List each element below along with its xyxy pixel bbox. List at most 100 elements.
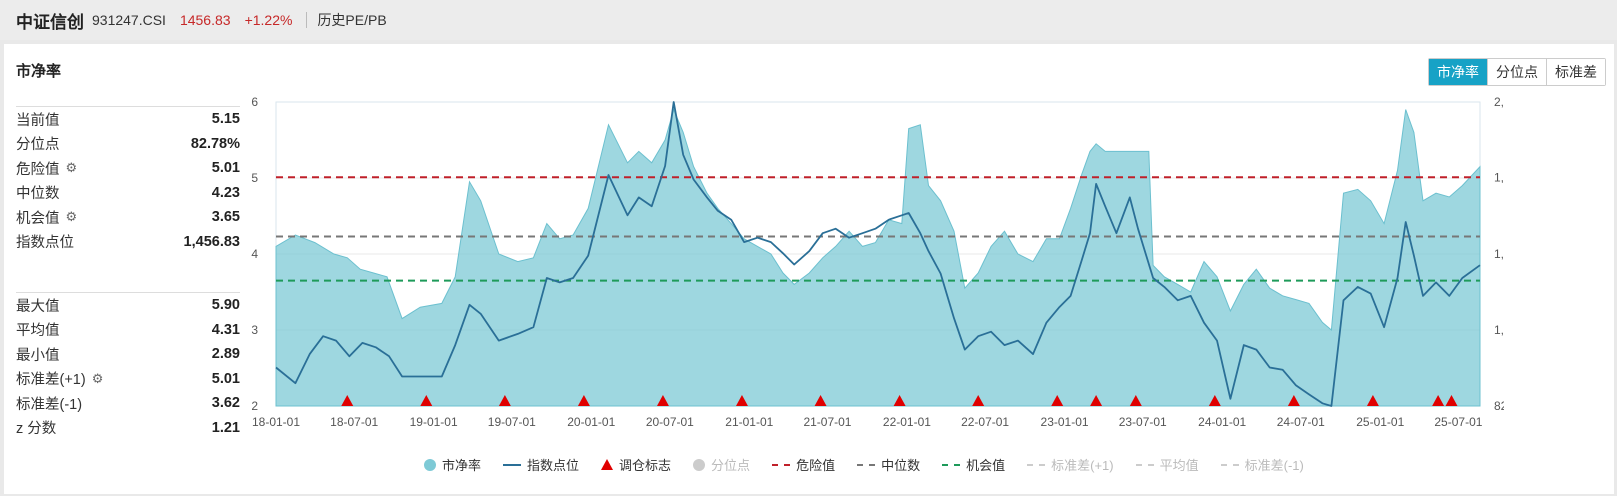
legend-label: 机会值 bbox=[966, 458, 1006, 473]
stat-row: 当前值 5.15 bbox=[16, 107, 240, 132]
x-tick-label: 23-01-01 bbox=[1041, 415, 1089, 429]
index-code: 931247.CSI bbox=[92, 12, 166, 28]
history-pe-pb-link[interactable]: 历史PE/PB bbox=[317, 12, 387, 28]
stat-value: 1,456.83 bbox=[183, 233, 240, 250]
stat-label: 指数点位 bbox=[16, 235, 74, 252]
rebalance-marker bbox=[1287, 395, 1300, 406]
rebalance-marker bbox=[814, 395, 827, 406]
rebalance-marker bbox=[1051, 395, 1064, 406]
stat-label: 最小值 bbox=[16, 347, 60, 364]
stat-label: 标准差(-1) bbox=[16, 396, 83, 413]
legend-dash-icon bbox=[857, 463, 876, 466]
legend-label: 危险值 bbox=[796, 458, 836, 473]
legend-label: 调仓标志 bbox=[619, 458, 672, 473]
card-title: 市净率 bbox=[16, 63, 62, 80]
rebalance-marker bbox=[1432, 395, 1445, 406]
chart-legend: 市净率 指数点位 调仓标志 分位点 危险值 中位数 机会值 标准差(+1) 平均值 标准差(-1) bbox=[424, 455, 1326, 474]
stat-row: 最大值 5.90 bbox=[16, 293, 240, 318]
y-left-tick-label: 3 bbox=[251, 323, 258, 337]
stat-label-wrap: 标准差(+1) ⚙ bbox=[16, 368, 103, 389]
stat-row: 中位数 4.23 bbox=[16, 181, 240, 206]
x-tick-label: 21-07-01 bbox=[803, 415, 851, 429]
y-right-tick-label: 2,186 bbox=[1494, 95, 1504, 109]
rebalance-marker bbox=[420, 395, 433, 406]
y-left-tick-label: 5 bbox=[251, 171, 258, 185]
stat-label: 平均值 bbox=[16, 323, 60, 340]
pb-area-series bbox=[275, 108, 1481, 407]
metric-tabs: 市净率 分位点 标准差 bbox=[1428, 58, 1606, 86]
x-tick-label: 19-07-01 bbox=[488, 415, 536, 429]
rebalance-marker bbox=[735, 395, 748, 406]
x-tick-label: 25-07-01 bbox=[1434, 415, 1482, 429]
x-tick-label: 22-01-01 bbox=[883, 415, 931, 429]
legend-item[interactable]: 分位点 bbox=[693, 455, 750, 474]
stat-row: 机会值 ⚙ 3.65 bbox=[16, 205, 240, 230]
rebalance-marker bbox=[577, 395, 590, 406]
legend-dash-icon bbox=[1027, 463, 1046, 466]
x-tick-label: 24-01-01 bbox=[1198, 415, 1246, 429]
stat-label: 最大值 bbox=[16, 298, 60, 315]
y-right-tick-label: 828 bbox=[1494, 399, 1504, 413]
stat-value: 3.65 bbox=[211, 209, 240, 226]
header-bar: 中证信创 931247.CSI 1456.83 +1.22% 历史PE/PB bbox=[0, 0, 1617, 40]
x-tick-label: 20-01-01 bbox=[567, 415, 615, 429]
gear-icon[interactable]: ⚙ bbox=[65, 160, 78, 176]
stats-panel-current: 当前值 5.15 分位点 82.78% 危险值 ⚙ 5.01 中位数 4.23 机… bbox=[16, 106, 240, 254]
stats-panel-distribution: 最大值 5.90 平均值 4.31 最小值 2.89 标准差(+1) ⚙ 5.01… bbox=[16, 292, 240, 440]
legend-triangle-icon bbox=[601, 459, 614, 470]
legend-label: 市净率 bbox=[442, 458, 482, 473]
legend-item[interactable]: 标准差(+1) bbox=[1027, 455, 1114, 474]
rebalance-marker bbox=[656, 395, 669, 406]
x-tick-label: 21-01-01 bbox=[725, 415, 773, 429]
rebalance-marker bbox=[893, 395, 906, 406]
legend-item[interactable]: 标准差(-1) bbox=[1220, 455, 1304, 474]
stat-value: 82.78% bbox=[190, 135, 240, 152]
rebalance-marker bbox=[341, 395, 354, 406]
y-left-tick-label: 4 bbox=[251, 247, 258, 261]
stat-value: 1.21 bbox=[211, 419, 240, 436]
rebalance-marker bbox=[1445, 395, 1458, 406]
x-tick-label: 23-07-01 bbox=[1119, 415, 1167, 429]
stat-row: 分位点 82.78% bbox=[16, 132, 240, 157]
legend-label: 分位点 bbox=[711, 458, 751, 473]
legend-item[interactable]: 平均值 bbox=[1135, 455, 1199, 474]
legend-item[interactable]: 机会值 bbox=[942, 455, 1005, 474]
legend-item[interactable]: 指数点位 bbox=[503, 455, 579, 474]
stat-value: 5.90 bbox=[211, 297, 240, 314]
stat-label: 危险值 bbox=[16, 161, 60, 178]
y-right-tick-label: 1,508 bbox=[1494, 247, 1504, 261]
stat-label: 分位点 bbox=[16, 137, 60, 154]
index-price: 1456.83 bbox=[179, 12, 231, 28]
legend-dot-icon bbox=[693, 458, 706, 471]
stat-value: 2.89 bbox=[211, 346, 240, 363]
stat-row: 标准差(+1) ⚙ 5.01 bbox=[16, 367, 240, 392]
y-left-tick-label: 2 bbox=[251, 399, 258, 413]
stat-value: 4.23 bbox=[211, 184, 240, 201]
stat-label: 中位数 bbox=[16, 186, 60, 203]
tab-pb[interactable]: 市净率 bbox=[1429, 59, 1487, 85]
legend-line-icon bbox=[503, 463, 522, 466]
stat-label-wrap: 机会值 ⚙ bbox=[16, 207, 77, 228]
stat-value: 5.01 bbox=[211, 160, 240, 177]
pb-chart[interactable]: 2 3 4 5 6 828 1,168 1,508 1,848 2,186 18-01-01 18-0… bbox=[244, 94, 1504, 444]
x-tick-label: 24-07-01 bbox=[1277, 415, 1325, 429]
gear-icon[interactable]: ⚙ bbox=[91, 370, 104, 386]
rebalance-marker bbox=[1366, 395, 1379, 406]
legend-item[interactable]: 危险值 bbox=[772, 455, 835, 474]
legend-item[interactable]: 市净率 bbox=[424, 455, 481, 474]
header-divider bbox=[306, 12, 308, 28]
stat-row: 最小值 2.89 bbox=[16, 342, 240, 367]
legend-item[interactable]: 中位数 bbox=[857, 455, 920, 474]
legend-item[interactable]: 调仓标志 bbox=[601, 455, 671, 474]
stat-row: 指数点位 1,456.83 bbox=[16, 230, 240, 255]
stat-value: 4.31 bbox=[211, 321, 240, 338]
gear-icon[interactable]: ⚙ bbox=[65, 209, 78, 225]
tab-std-dev[interactable]: 标准差 bbox=[1546, 59, 1605, 85]
stat-label: 标准差(+1) bbox=[16, 372, 86, 389]
index-line-series bbox=[275, 101, 1481, 407]
legend-dash-icon bbox=[942, 463, 961, 466]
x-tick-label: 20-07-01 bbox=[646, 415, 694, 429]
tab-percentile[interactable]: 分位点 bbox=[1487, 59, 1546, 85]
index-change: +1.22% bbox=[244, 12, 293, 28]
y-left-tick-label: 6 bbox=[251, 95, 258, 109]
